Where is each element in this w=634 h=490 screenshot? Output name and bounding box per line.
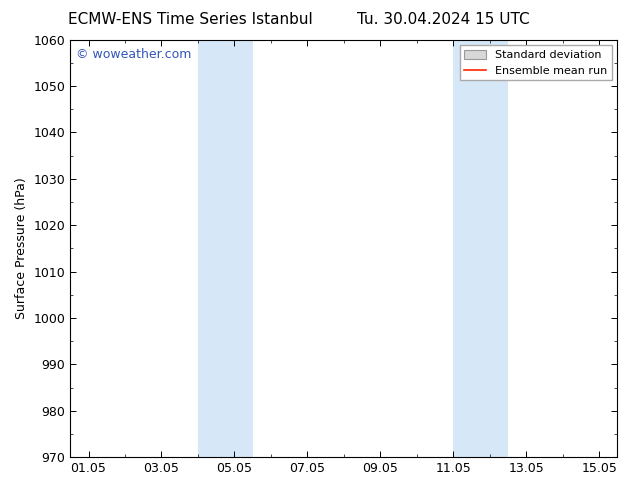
Text: © woweather.com: © woweather.com: [76, 48, 191, 61]
Legend: Standard deviation, Ensemble mean run: Standard deviation, Ensemble mean run: [460, 45, 612, 80]
Text: Tu. 30.04.2024 15 UTC: Tu. 30.04.2024 15 UTC: [358, 12, 530, 27]
Text: ECMW-ENS Time Series Istanbul: ECMW-ENS Time Series Istanbul: [68, 12, 313, 27]
Bar: [225, 40, 253, 457]
Y-axis label: Surface Pressure (hPa): Surface Pressure (hPa): [15, 177, 28, 319]
Bar: [453, 40, 481, 457]
Bar: [481, 40, 508, 457]
Bar: [198, 40, 225, 457]
